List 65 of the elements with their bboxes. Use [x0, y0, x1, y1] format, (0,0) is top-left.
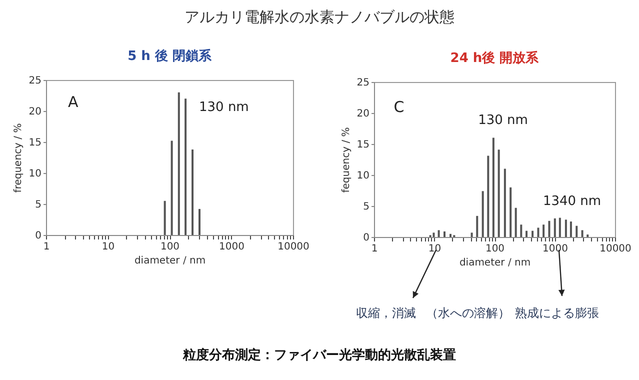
annotation: 130 nm — [199, 100, 249, 115]
annotation: 1340 nm — [542, 194, 602, 209]
bar — [520, 224, 522, 237]
text: （水への溶解） — [426, 305, 510, 322]
bar — [570, 222, 572, 237]
annotation: A — [68, 93, 79, 111]
text: 粒度分布測定：ファイバー光学動的光散乱装置 — [182, 346, 457, 364]
bar — [192, 149, 194, 235]
bar — [537, 228, 540, 237]
bar — [576, 226, 578, 237]
annotation: 130 nm — [478, 113, 528, 128]
bar — [558, 218, 561, 237]
x-tick-label: 1 — [371, 244, 378, 254]
bar — [170, 140, 173, 235]
bar — [178, 92, 180, 235]
y-tick-label: 20 — [28, 106, 42, 118]
y-tick-label: 10 — [356, 170, 370, 182]
y-tick-label: 5 — [35, 200, 42, 210]
bar — [514, 208, 517, 237]
bar — [487, 156, 490, 237]
y-tick-label: 25 — [356, 78, 370, 88]
bar — [504, 168, 506, 237]
text: アルカリ電解水の水素ナノバブルの状態 — [184, 8, 456, 27]
y-tick-label: 5 — [363, 202, 370, 212]
bar — [548, 220, 550, 237]
bar — [542, 224, 545, 237]
y-tick-label: 20 — [356, 108, 370, 120]
x-tick-label: 10 — [102, 242, 115, 252]
bar — [482, 191, 484, 237]
bar — [532, 230, 534, 237]
x-tick-label: 100 — [160, 242, 180, 252]
x-tick-label: 1000 — [542, 244, 568, 254]
x-tick-label: 100 — [485, 244, 505, 254]
bar — [510, 187, 512, 237]
x-tick-label: 1 — [43, 242, 50, 252]
x-tick-label: 10000 — [278, 242, 310, 252]
annotation: C — [394, 98, 404, 116]
bar — [526, 230, 528, 237]
text: 熟成による膨張 — [515, 305, 599, 322]
bar — [498, 150, 500, 237]
x-axis-title: diameter / nm — [459, 258, 531, 268]
y-tick-label: 10 — [28, 168, 42, 180]
bar — [492, 138, 494, 237]
bar — [554, 218, 556, 237]
x-tick-label: 1000 — [219, 242, 244, 252]
y-tick-label: 0 — [35, 230, 42, 242]
x-axis-title: diameter / nm — [134, 256, 206, 266]
chart-title: 24 h後 開放系 — [450, 50, 540, 66]
x-tick-label: 10000 — [600, 244, 632, 254]
text: 収縮，消滅 — [356, 305, 416, 322]
y-tick-label: 0 — [363, 232, 370, 244]
bar — [581, 230, 584, 237]
chart-title: 5 h 後 閉鎖系 — [128, 48, 212, 64]
bar — [470, 232, 473, 237]
y-tick-label: 25 — [28, 76, 42, 86]
x-tick-label: 10 — [428, 244, 442, 254]
bar — [476, 216, 478, 237]
bar — [198, 208, 200, 235]
bar — [184, 98, 187, 235]
y-tick-label: 15 — [28, 138, 42, 148]
y-tick-label: 15 — [356, 140, 370, 150]
bar — [164, 200, 166, 235]
y-axis-title: frequency / % — [12, 123, 24, 193]
bar — [564, 220, 567, 237]
y-axis-title: fequency / % — [340, 127, 352, 193]
